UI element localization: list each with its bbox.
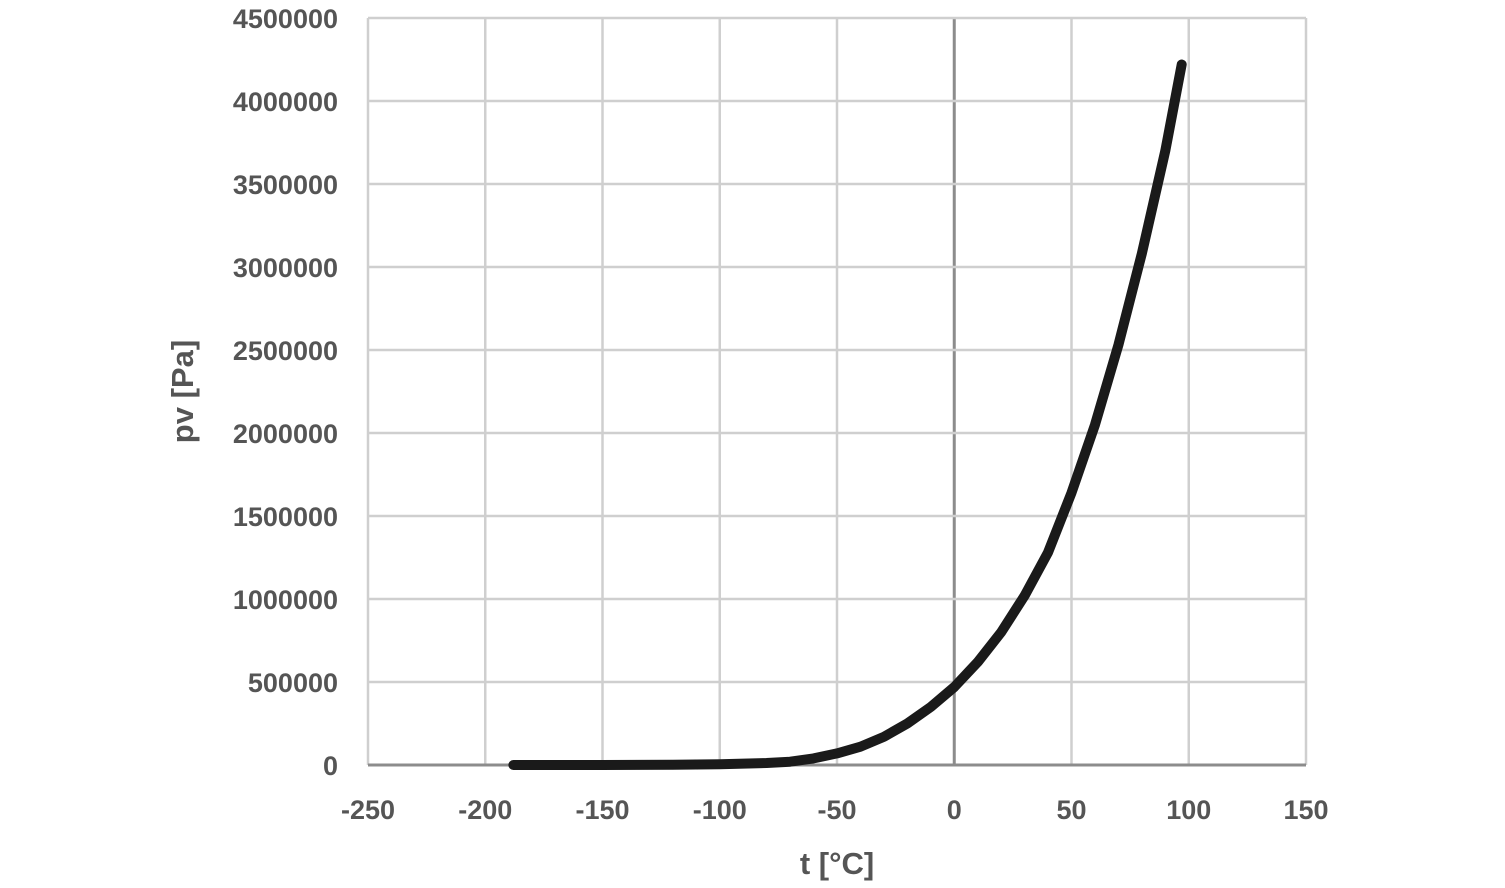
- y-tick-label: 4000000: [233, 87, 338, 117]
- y-tick-label: 0: [323, 751, 338, 781]
- y-tick-label: 2000000: [233, 419, 338, 449]
- x-tick-label: -100: [693, 795, 747, 825]
- y-axis-title: pv [Pa]: [165, 340, 200, 443]
- x-tick-label: -250: [341, 795, 395, 825]
- x-tick-label: 50: [1056, 795, 1086, 825]
- y-tick-label: 500000: [248, 668, 338, 698]
- y-tick-label: 2500000: [233, 336, 338, 366]
- x-tick-label: -50: [817, 795, 856, 825]
- y-tick-label: 1500000: [233, 502, 338, 532]
- y-tick-label: 3000000: [233, 253, 338, 283]
- x-tick-label: 150: [1283, 795, 1328, 825]
- grid: [366, 16, 1308, 767]
- y-tick-label: 3500000: [233, 170, 338, 200]
- x-axis-title: t [°C]: [800, 846, 874, 881]
- x-tick-label: 100: [1166, 795, 1211, 825]
- x-tick-labels: -250 -200 -150 -100 -50 0 50 100 150: [341, 795, 1329, 825]
- x-tick-label: 0: [947, 795, 962, 825]
- y-tick-label: 1000000: [233, 585, 338, 615]
- series-layer: [508, 59, 1187, 770]
- y-tick-label: 4500000: [233, 4, 338, 34]
- x-tick-label: -200: [458, 795, 512, 825]
- series-line-0: [508, 59, 1187, 770]
- y-tick-labels: 0 500000 1000000 1500000 2000000 2500000 30000…: [233, 4, 338, 781]
- x-tick-label: -150: [575, 795, 629, 825]
